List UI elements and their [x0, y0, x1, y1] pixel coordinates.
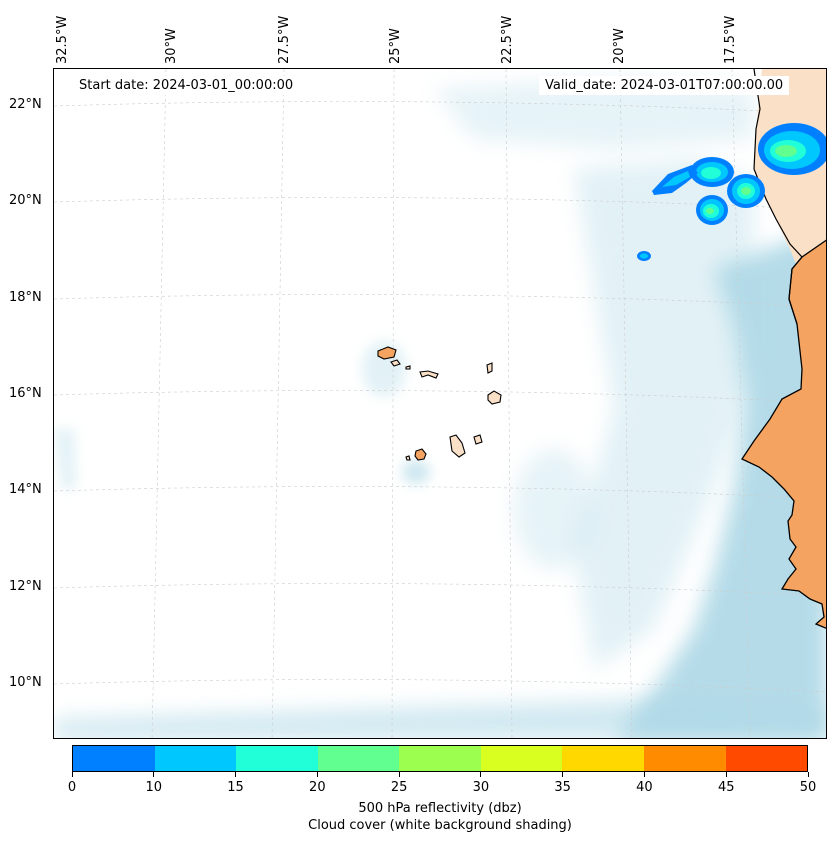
meridian-22.5w	[505, 69, 513, 738]
lat-label-20n: 20°N	[9, 193, 42, 208]
lat-label-12n: 12°N	[9, 579, 42, 594]
reflectivity-cell-ne	[758, 123, 826, 175]
colorbar-tick-label: 15	[227, 780, 244, 795]
lon-label-27.5w: 27.5°W	[277, 15, 292, 64]
island-santiago	[449, 434, 466, 458]
start-date-label: Start date: 2024-03-01_00:00:00	[73, 76, 300, 95]
meridian-27.5w	[271, 69, 285, 738]
lon-label-17.5w: 17.5°W	[723, 15, 738, 64]
parallel-20n	[54, 197, 826, 211]
cloud-east-band	[615, 239, 826, 738]
island-brava	[405, 455, 411, 461]
map-frame	[53, 68, 827, 739]
reflectivity-cell-central	[690, 157, 734, 187]
parallel-18n	[54, 294, 826, 308]
reflectivity-cell-south	[696, 195, 728, 225]
meridian-17.5w	[731, 69, 751, 738]
lon-label-22.5w: 22.5°W	[500, 15, 515, 64]
lat-label-18n: 18°N	[9, 290, 42, 305]
colorbar-tick-mark	[398, 772, 400, 777]
reflectivity-cells	[637, 123, 826, 261]
lat-label-10n: 10°N	[9, 675, 42, 690]
colorbar-tick-label: 25	[390, 780, 408, 795]
colorbar-tick-mark	[235, 772, 237, 777]
colorbar-tick-label: 45	[717, 780, 735, 795]
island-sal	[486, 362, 493, 374]
colorbar-tick-mark	[725, 772, 727, 777]
cloud-mid-patch	[514, 449, 594, 569]
parallel-16n	[54, 390, 826, 404]
island-sao-vicente	[390, 359, 401, 367]
cloud-south-band	[54, 699, 826, 738]
colorbar-segment-8	[725, 746, 808, 771]
colorbar-tick-label: 20	[309, 780, 326, 795]
colorbar-tick-mark	[153, 772, 155, 777]
parallel-14n	[54, 486, 826, 500]
island-fogo	[414, 448, 427, 461]
mainland-west-africa	[741, 239, 826, 629]
colorbar-segment-5	[480, 746, 563, 771]
colorbar-label-reflectivity: 500 hPa reflectivity (dbz)	[358, 801, 522, 816]
parallel-10n	[54, 679, 826, 693]
colorbar-tick-label: 10	[145, 780, 163, 795]
island-boa-vista	[487, 390, 502, 405]
graticule	[54, 69, 826, 738]
colorbar-tick-mark	[562, 772, 564, 777]
colorbar-tick-mark	[316, 772, 318, 777]
island-sao-nicolau	[419, 370, 439, 379]
lon-label-30w: 30°W	[164, 28, 179, 64]
lat-label-22n: 22°N	[9, 97, 42, 112]
reflectivity-cell-west	[652, 165, 698, 195]
colorbar-label-cloud-cover: Cloud cover (white background shading)	[308, 818, 572, 833]
colorbar-segment-3	[317, 746, 400, 771]
lon-label-32.5w: 32.5°W	[55, 15, 70, 64]
parallel-12n	[54, 583, 826, 597]
cloud-east-haze	[574, 159, 754, 669]
colorbar-segment-2	[236, 746, 318, 771]
colorbar-tick-mark	[480, 772, 482, 777]
meridian-20w	[619, 69, 633, 738]
colorbar-tick-label: 35	[554, 780, 571, 795]
meridian-30w	[151, 69, 167, 738]
lat-label-14n: 14°N	[9, 482, 42, 497]
reflectivity-cell-small	[637, 251, 651, 261]
colorbar-tick-label: 30	[472, 780, 490, 795]
island-santa-luzia	[405, 365, 411, 370]
colorbar-tick-mark	[71, 772, 73, 777]
colorbar-segment-6	[562, 746, 644, 771]
lon-label-20w: 20°W	[612, 28, 627, 64]
colorbar-segment-4	[399, 746, 481, 771]
valid-date-label: Valid_date: 2024-03-01T07:00:00.00	[539, 76, 790, 95]
colorbar-tick-label: 0	[67, 780, 77, 795]
meridian-25w	[391, 69, 395, 738]
cloud-island-patch	[402, 460, 430, 484]
cape-verde-islands	[377, 346, 502, 461]
colorbar-tick-mark	[807, 772, 809, 777]
lon-label-25w: 25°W	[388, 28, 403, 64]
colorbar-segment-7	[643, 746, 726, 771]
map-canvas	[54, 69, 826, 738]
west-africa-coastline	[753, 69, 803, 325]
cloud-west-strip	[54, 429, 76, 489]
colorbar-tick-label: 50	[799, 780, 817, 795]
parallel-22n	[54, 101, 826, 115]
cloud-north-haze	[434, 79, 754, 149]
colorbar-tick-mark	[643, 772, 645, 777]
colorbar-tick-label: 40	[636, 780, 653, 795]
lat-label-16n: 16°N	[9, 386, 42, 401]
reflectivity-colorbar	[72, 745, 808, 772]
colorbar-segment-0	[73, 746, 155, 771]
reflectivity-cell-east	[727, 174, 765, 208]
cloud-cover-shading	[54, 79, 826, 738]
island-maio	[473, 434, 483, 445]
colorbar-segment-1	[154, 746, 237, 771]
island-santo-antao	[377, 346, 397, 360]
